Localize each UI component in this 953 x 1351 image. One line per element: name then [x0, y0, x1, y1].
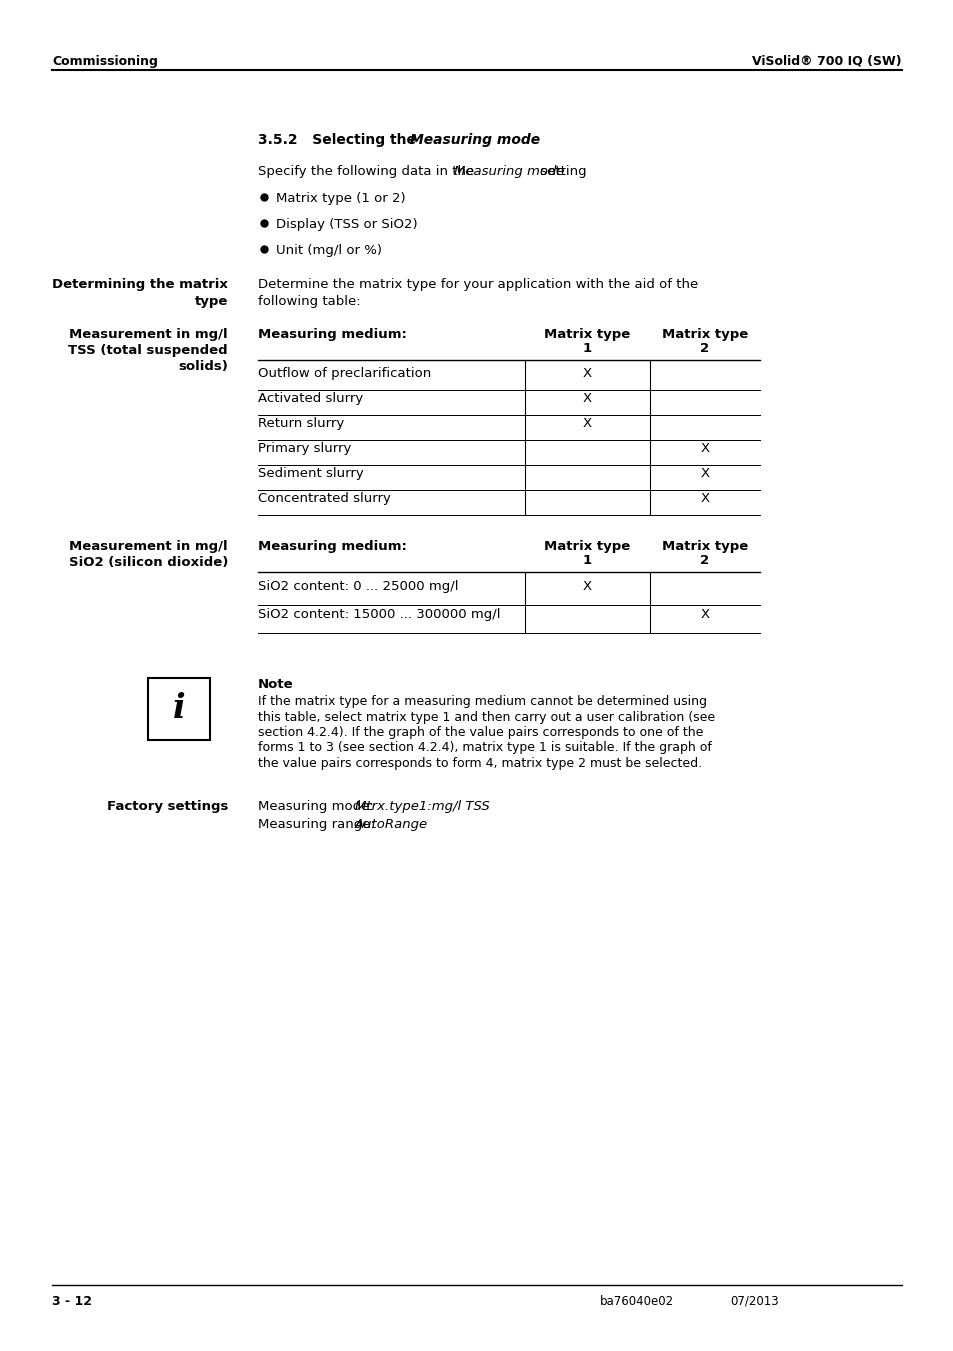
Text: ba76040e02: ba76040e02	[599, 1296, 674, 1308]
Text: following table:: following table:	[257, 295, 360, 308]
Text: Sediment slurry: Sediment slurry	[257, 467, 363, 480]
Text: SiO2 content: 15000 ... 300000 mg/l: SiO2 content: 15000 ... 300000 mg/l	[257, 608, 500, 621]
Text: X: X	[700, 442, 709, 455]
Text: section 4.2.4). If the graph of the value pairs corresponds to one of the: section 4.2.4). If the graph of the valu…	[257, 725, 702, 739]
Text: 07/2013: 07/2013	[729, 1296, 778, 1308]
Text: AutoRange: AutoRange	[355, 817, 428, 831]
Text: Matrix type: Matrix type	[661, 540, 747, 553]
Text: Matrix type: Matrix type	[543, 540, 630, 553]
Text: Matrix type: Matrix type	[543, 328, 630, 340]
Text: setting: setting	[536, 165, 586, 178]
Text: Display (TSS or SiO2): Display (TSS or SiO2)	[275, 218, 417, 231]
FancyBboxPatch shape	[148, 678, 210, 740]
Text: X: X	[582, 580, 591, 593]
Text: 3.5.2   Selecting the: 3.5.2 Selecting the	[257, 132, 420, 147]
Text: Measuring mode: Measuring mode	[454, 165, 564, 178]
Text: Matrix type: Matrix type	[661, 328, 747, 340]
Text: Measurement in mg/l: Measurement in mg/l	[70, 328, 228, 340]
Text: Determine the matrix type for your application with the aid of the: Determine the matrix type for your appli…	[257, 278, 698, 290]
Text: Outflow of preclarification: Outflow of preclarification	[257, 367, 431, 380]
Text: 2: 2	[700, 342, 709, 355]
Text: Factory settings: Factory settings	[107, 800, 228, 813]
Text: Measuring mode: Measuring mode	[410, 132, 539, 147]
Text: Measuring medium:: Measuring medium:	[257, 540, 406, 553]
Text: Note: Note	[257, 678, 294, 690]
Text: Concentrated slurry: Concentrated slurry	[257, 492, 391, 505]
Text: Determining the matrix: Determining the matrix	[52, 278, 228, 290]
Text: forms 1 to 3 (see section 4.2.4), matrix type 1 is suitable. If the graph of: forms 1 to 3 (see section 4.2.4), matrix…	[257, 742, 711, 754]
Text: X: X	[582, 367, 591, 380]
Text: X: X	[700, 492, 709, 505]
Text: X: X	[582, 392, 591, 405]
Text: If the matrix type for a measuring medium cannot be determined using: If the matrix type for a measuring mediu…	[257, 694, 706, 708]
Text: X: X	[700, 608, 709, 621]
Text: this table, select matrix type 1 and then carry out a user calibration (see: this table, select matrix type 1 and the…	[257, 711, 715, 724]
Text: Specify the following data in the: Specify the following data in the	[257, 165, 478, 178]
Text: solids): solids)	[178, 359, 228, 373]
Text: Return slurry: Return slurry	[257, 417, 344, 430]
Text: type: type	[194, 295, 228, 308]
Text: Measuring mode:: Measuring mode:	[257, 800, 377, 813]
Text: Primary slurry: Primary slurry	[257, 442, 351, 455]
Text: Measuring medium:: Measuring medium:	[257, 328, 406, 340]
Text: i: i	[172, 693, 185, 725]
Text: 1: 1	[582, 342, 591, 355]
Text: ViSolid® 700 IQ (SW): ViSolid® 700 IQ (SW)	[752, 55, 901, 68]
Text: Measuring range:: Measuring range:	[257, 817, 378, 831]
Text: 1: 1	[582, 554, 591, 567]
Text: Matrix type (1 or 2): Matrix type (1 or 2)	[275, 192, 405, 205]
Text: 2: 2	[700, 554, 709, 567]
Text: X: X	[582, 417, 591, 430]
Text: TSS (total suspended: TSS (total suspended	[69, 345, 228, 357]
Text: SiO2 content: 0 ... 25000 mg/l: SiO2 content: 0 ... 25000 mg/l	[257, 580, 458, 593]
Text: SiO2 (silicon dioxide): SiO2 (silicon dioxide)	[69, 557, 228, 569]
Text: the value pairs corresponds to form 4, matrix type 2 must be selected.: the value pairs corresponds to form 4, m…	[257, 757, 701, 770]
Text: Measurement in mg/l: Measurement in mg/l	[70, 540, 228, 553]
Text: 3 - 12: 3 - 12	[52, 1296, 91, 1308]
Text: X: X	[700, 467, 709, 480]
Text: Commissioning: Commissioning	[52, 55, 157, 68]
Text: Unit (mg/l or %): Unit (mg/l or %)	[275, 245, 381, 257]
Text: Mtrx.type1:mg/l TSS: Mtrx.type1:mg/l TSS	[355, 800, 489, 813]
Text: Activated slurry: Activated slurry	[257, 392, 363, 405]
